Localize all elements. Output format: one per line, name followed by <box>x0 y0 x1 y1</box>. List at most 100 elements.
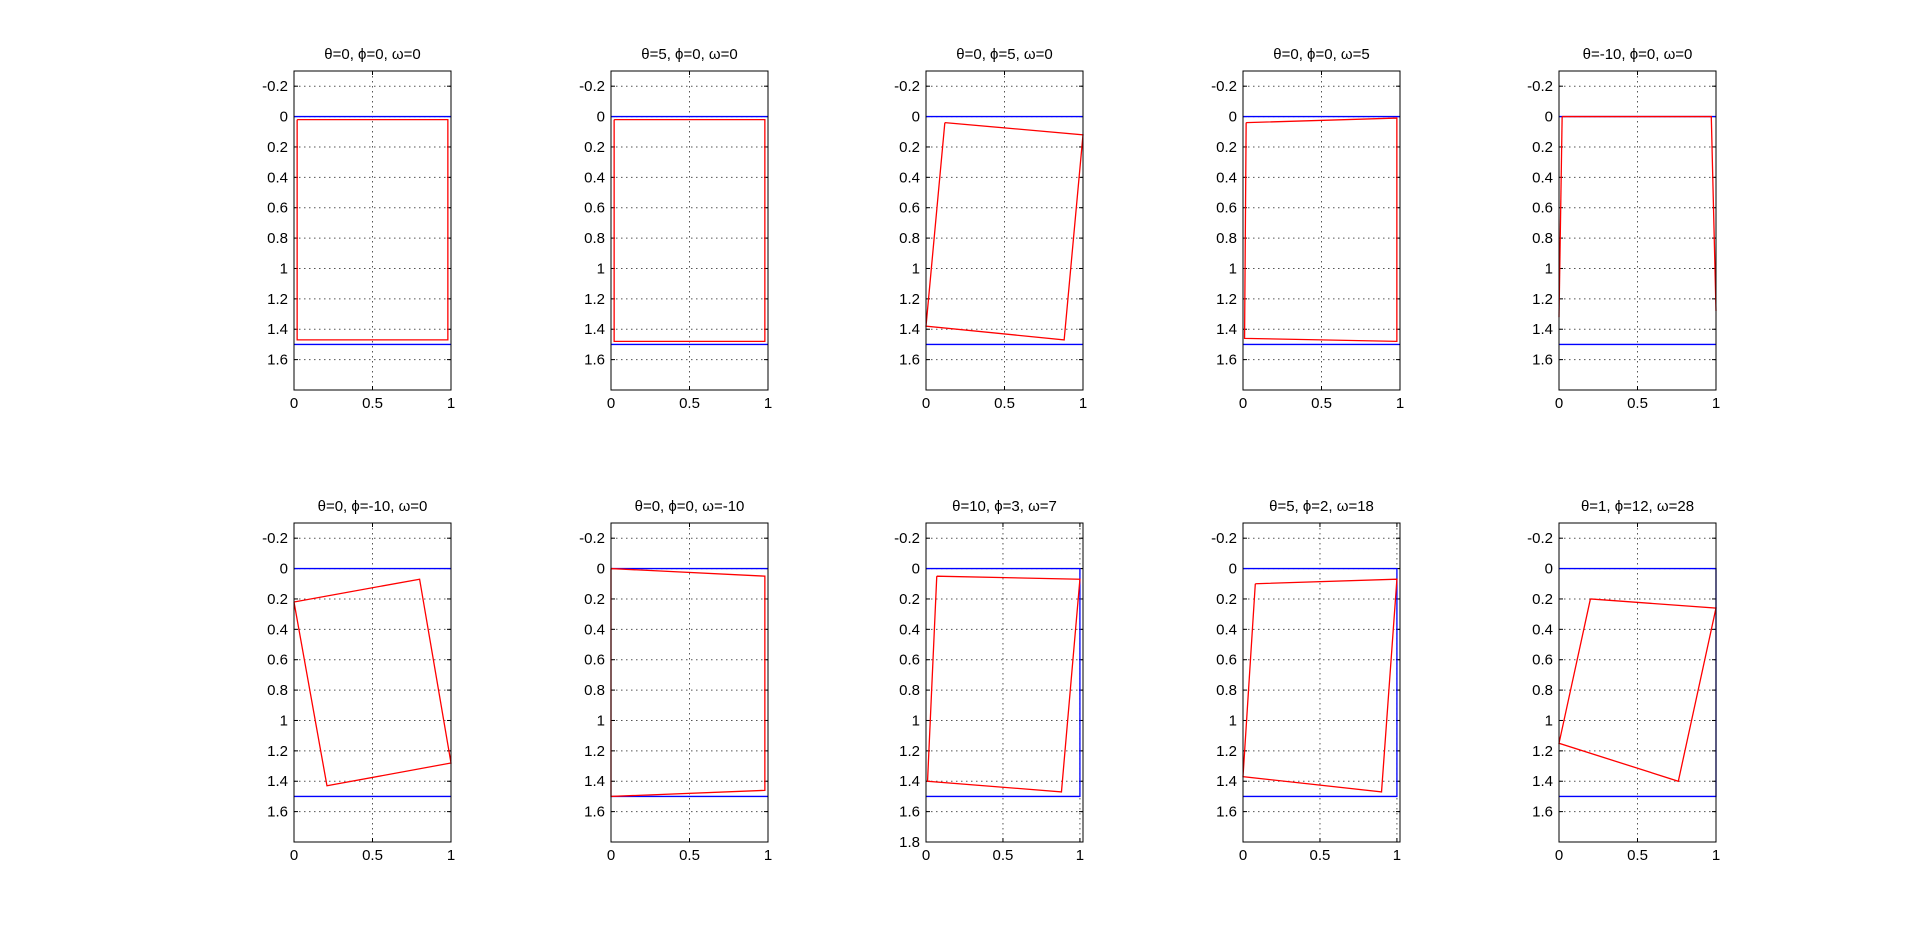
y-tick-label: 0.6 <box>899 652 920 669</box>
y-tick-label: 0.6 <box>1532 652 1553 669</box>
y-tick-label: 0.6 <box>1216 652 1237 669</box>
y-tick-label: 1.2 <box>899 291 920 308</box>
x-tick-label: 0 <box>1239 395 1247 412</box>
x-tick-label: 0 <box>607 847 615 864</box>
subplot-1: θ=0, ϕ=0, ω=0 0 0.5 1 -0.2 0 0.2 0.4 0.6 0.8 1 1.2 1… <box>262 46 455 412</box>
y-tick-label: 0 <box>912 561 920 578</box>
x-tick-label: 1 <box>764 847 772 864</box>
y-tick-label: -0.2 <box>579 530 605 547</box>
y-tick-label: 0.2 <box>1216 591 1237 608</box>
y-tick-label: 1.2 <box>1532 743 1553 760</box>
y-tick-label: 1.4 <box>1532 773 1553 790</box>
subplot-title: θ=0, ϕ=0, ω=0 <box>324 46 420 63</box>
y-tick-label: 0 <box>280 109 288 126</box>
y-tick-label: 0.6 <box>584 200 605 217</box>
y-tick-label: 0.4 <box>267 169 288 186</box>
y-tick-label: 1 <box>912 260 920 277</box>
x-tick-label: 0.5 <box>679 847 700 864</box>
y-tick-label: -0.2 <box>894 530 920 547</box>
transformed-outline-line <box>1243 117 1398 343</box>
transformed-outline-line <box>1242 578 1398 793</box>
y-tick-label: 0.2 <box>267 591 288 608</box>
transformed-outline-line <box>926 575 1081 793</box>
y-tick-label: 0.4 <box>584 169 605 186</box>
axes-frame <box>1242 522 1401 843</box>
subplot-title: θ=10, ϕ=3, ω=7 <box>952 498 1057 515</box>
x-tick-label: 1 <box>447 847 455 864</box>
y-tick-label: -0.2 <box>1211 78 1237 95</box>
y-tick-label: -0.2 <box>579 78 605 95</box>
subplot-9: θ=5, ϕ=2, ω=18 0 0.5 1 -0.2 0 0.2 0.4 0.6 0.8 1 1.2… <box>1211 498 1401 864</box>
y-tick-label: 0.8 <box>1532 682 1553 699</box>
transformed-outline-line <box>1562 115 1717 312</box>
subplot-5: θ=-10, ϕ=0, ω=0 0 0.5 1 -0.2 0 0.2 0.4 0.6 0.8 1 1.… <box>1527 46 1720 412</box>
y-tick-label: 1.2 <box>1532 291 1553 308</box>
x-tick-label: 0.5 <box>362 847 383 864</box>
y-tick-label: 0 <box>1229 109 1237 126</box>
y-tick-label: 0.6 <box>1532 200 1553 217</box>
y-tick-label: 1.6 <box>1532 804 1553 821</box>
y-tick-label: 0.6 <box>899 200 920 217</box>
x-tick-label: 1 <box>1396 395 1404 412</box>
subplot-title: θ=-10, ϕ=0, ω=0 <box>1583 46 1693 63</box>
y-tick-label: 0 <box>1545 561 1553 578</box>
axes-frame <box>293 70 452 391</box>
y-tick-label: 1.6 <box>267 804 288 821</box>
y-tick-label: -0.2 <box>262 78 288 95</box>
y-tick-label: 0.6 <box>1216 200 1237 217</box>
y-tick-label: 1.6 <box>899 804 920 821</box>
y-tick-label: 1.6 <box>1532 352 1553 369</box>
x-tick-label: 0 <box>290 395 298 412</box>
y-tick-label: 0.8 <box>1216 682 1237 699</box>
y-tick-label: 0.2 <box>899 591 920 608</box>
reference-line <box>1243 567 1398 798</box>
reference-line <box>926 567 1081 798</box>
y-tick-label: 1 <box>280 260 288 277</box>
x-tick-label: 0.5 <box>994 395 1015 412</box>
x-tick-label: 0 <box>290 847 298 864</box>
y-tick-label: 0.8 <box>1216 230 1237 247</box>
y-tick-label: 0.8 <box>267 682 288 699</box>
y-tick-label: 0.2 <box>1532 139 1553 156</box>
axes-frame <box>1558 70 1717 391</box>
y-tick-label: 1.2 <box>267 291 288 308</box>
x-tick-label: 0 <box>1239 847 1247 864</box>
y-tick-label: 1.2 <box>899 743 920 760</box>
subplot-3: θ=0, ϕ=5, ω=0 0 0.5 1 -0.2 0 0.2 0.4 0.6 0.8 1 1.2 1… <box>894 46 1087 412</box>
y-tick-label: -0.2 <box>1527 78 1553 95</box>
y-tick-label: 1.2 <box>267 743 288 760</box>
y-tick-label: 0.8 <box>899 230 920 247</box>
subplot-10: θ=1, ϕ=12, ω=28 0 0.5 1 -0.2 0 0.2 0.4 0.6 0.8 1 1.… <box>1527 498 1720 864</box>
axes-frame <box>925 70 1084 391</box>
y-tick-label: 0.8 <box>584 230 605 247</box>
x-tick-label: 0 <box>1555 395 1563 412</box>
axes-frame <box>293 522 452 843</box>
x-tick-label: 0.5 <box>679 395 700 412</box>
x-tick-label: 1 <box>1393 847 1401 864</box>
y-tick-label: 0.2 <box>267 139 288 156</box>
y-tick-label: 0 <box>597 561 605 578</box>
y-tick-label: 0 <box>280 561 288 578</box>
y-tick-label: 0.4 <box>899 169 920 186</box>
y-tick-label: 1 <box>1545 712 1553 729</box>
y-tick-label: 0.4 <box>1532 621 1553 638</box>
y-tick-label: 1.4 <box>1216 773 1237 790</box>
y-tick-label: 0.4 <box>1216 621 1237 638</box>
y-tick-label: 1.6 <box>584 804 605 821</box>
y-tick-label: 1.4 <box>899 321 920 338</box>
y-tick-label: 1.6 <box>1216 804 1237 821</box>
y-tick-label: 1.2 <box>1216 743 1237 760</box>
y-tick-label: 1.4 <box>584 321 605 338</box>
axes-frame <box>1242 70 1401 391</box>
plot-area <box>1243 523 1400 842</box>
x-tick-label: 0 <box>922 395 930 412</box>
x-tick-label: 1 <box>1076 847 1084 864</box>
x-tick-label: 0.5 <box>993 847 1014 864</box>
y-tick-label: 1.8 <box>899 834 920 851</box>
y-tick-label: 1.6 <box>1216 352 1237 369</box>
transformed-outline-line <box>296 118 449 341</box>
subplot-2: θ=5, ϕ=0, ω=0 0 0.5 1 -0.2 0 0.2 0.4 0.6 0.8 1 1.2 1… <box>579 46 772 412</box>
y-tick-label: 0 <box>1229 561 1237 578</box>
x-tick-label: 1 <box>1712 395 1720 412</box>
